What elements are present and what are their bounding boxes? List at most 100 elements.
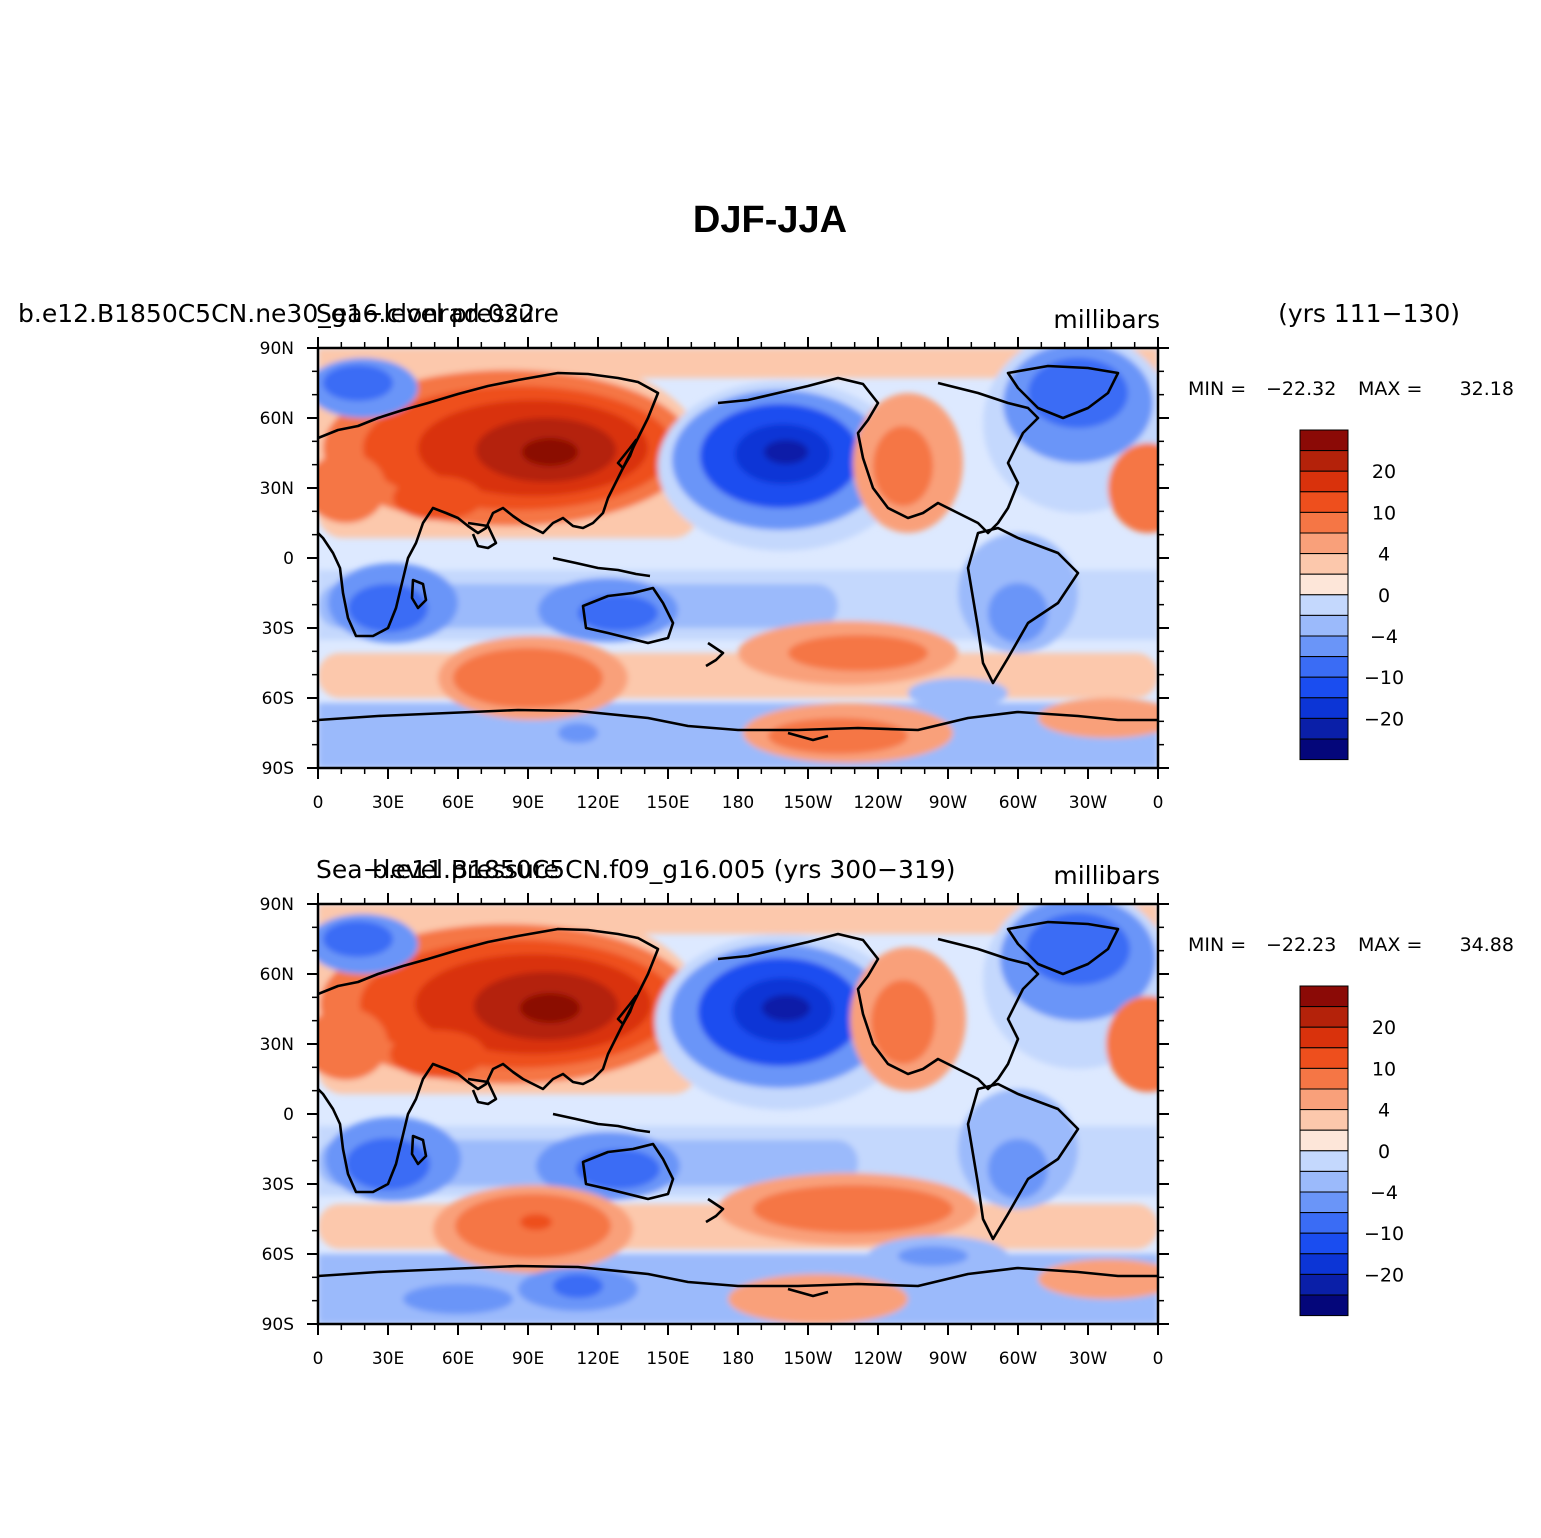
min-value: −22.32 (1266, 378, 1336, 400)
x-tick-label: 120E (576, 793, 619, 813)
colorbar-box (1299, 1006, 1349, 1028)
colorbar-box (1299, 1232, 1349, 1255)
colorbar-label: −20 (1364, 1264, 1404, 1286)
x-tick-label: 120E (576, 1349, 619, 1369)
x-tick-label: 0 (1153, 1349, 1164, 1369)
panel-bottom: Sea−level pressure b.e11.B1850C5CN.f09_g… (260, 855, 1514, 1369)
colorbar-box (1299, 1047, 1349, 1069)
colorbar: 20 10 4 0 −4 −10 −20 (1299, 985, 1404, 1317)
x-tick-label: 30W (1069, 1349, 1108, 1369)
colorbar-box (1299, 614, 1349, 637)
x-tick-label: 180 (722, 793, 754, 813)
colorbar-box (1299, 1129, 1349, 1152)
x-tick-label: 120W (853, 1349, 902, 1369)
units-label: millibars (1053, 861, 1160, 890)
colorbar-label: −4 (1370, 1182, 1398, 1204)
x-tick-label: 0 (313, 793, 324, 813)
x-tick-label: 60W (999, 1349, 1038, 1369)
colorbar-label: 0 (1378, 1141, 1390, 1163)
x-tick-label: 120W (853, 793, 902, 813)
x-tick-label: 0 (313, 1349, 324, 1369)
max-value: 34.88 (1460, 934, 1514, 956)
colorbar-box (1299, 1273, 1349, 1296)
x-tick-label: 60E (442, 1349, 474, 1369)
x-tick-label: 90W (929, 793, 968, 813)
colorbar-label: 20 (1372, 461, 1396, 483)
units-label: millibars (1053, 305, 1160, 334)
colorbar-box (1299, 1067, 1349, 1090)
y-tick-label: 60S (262, 1245, 294, 1265)
colorbar-box (1299, 738, 1349, 761)
colorbar-label: −4 (1370, 626, 1398, 648)
max-label: MAX = (1358, 378, 1422, 400)
x-tick-label: 150E (646, 1349, 689, 1369)
y-tick-label: 60N (260, 965, 294, 985)
y-tick-label: 90N (260, 895, 294, 915)
colorbar-box (1299, 656, 1349, 678)
map-plot: 0 30E 60E 90E 120E 150E 180 150W 120W 90W 60W 30W 09… (260, 893, 1169, 1369)
colorbar-box (1299, 1294, 1349, 1317)
colorbar-box (1299, 511, 1349, 534)
colorbar-label: −10 (1364, 667, 1404, 689)
colorbar-box (1299, 676, 1349, 699)
contour-field (318, 348, 1158, 768)
x-tick-label: 60E (442, 793, 474, 813)
y-tick-label: 60S (262, 689, 294, 709)
x-tick-label: 90E (512, 1349, 544, 1369)
y-tick-label: 60N (260, 409, 294, 429)
max-value: 32.18 (1460, 378, 1514, 400)
y-tick-label: 90N (260, 339, 294, 359)
colorbar-box (1299, 532, 1349, 555)
x-tick-label: 180 (722, 1349, 754, 1369)
min-value: −22.23 (1266, 934, 1336, 956)
min-max-stats: MIN = −22.32 MAX = 32.18 (1188, 378, 1514, 400)
colorbar-box (1299, 985, 1349, 1008)
x-tick-label: 30E (372, 1349, 404, 1369)
x-tick-label: 30W (1069, 793, 1108, 813)
colorbar-box (1299, 1150, 1349, 1172)
colorbar-box (1299, 594, 1349, 616)
panel-left-title: b.e11.B1850C5CN.f09_g16.005 (yrs 300−319… (372, 855, 956, 884)
min-label: MIN = (1188, 378, 1246, 400)
colorbar-box (1299, 1253, 1349, 1275)
x-tick-label: 60W (999, 793, 1038, 813)
panel-center-title: Sea−level pressure (316, 855, 559, 884)
axis-ticks: 0 30E 60E 90E 120E 150E 180 150W 120W 90W 60W 30W 09… (260, 337, 1169, 813)
colorbar-box (1299, 1170, 1349, 1193)
colorbar-label: 0 (1378, 585, 1390, 607)
colorbar-label: −20 (1364, 708, 1404, 730)
colorbar-box (1299, 1212, 1349, 1234)
figure-title: DJF-JJA (693, 199, 847, 241)
colorbar-label: −10 (1364, 1223, 1404, 1245)
colorbar-box (1299, 1109, 1349, 1131)
y-tick-label: 90S (262, 1315, 294, 1335)
colorbar-box (1299, 635, 1349, 658)
min-label: MIN = (1188, 934, 1246, 956)
colorbar: 20 10 4 0 −4 −10 −20 (1299, 429, 1404, 761)
y-tick-label: 30N (260, 1035, 294, 1055)
x-tick-label: 150W (783, 793, 832, 813)
colorbar-label: 20 (1372, 1017, 1396, 1039)
years-label: (yrs 111−130) (1278, 299, 1460, 328)
colorbar-box (1299, 717, 1349, 740)
contour-field (318, 904, 1158, 1324)
colorbar-label: 10 (1372, 1058, 1396, 1080)
axis-ticks: 0 30E 60E 90E 120E 150E 180 150W 120W 90W 60W 30W 09… (260, 893, 1169, 1369)
y-tick-label: 30S (262, 1175, 294, 1195)
colorbar-box (1299, 429, 1349, 452)
x-tick-label: 0 (1153, 793, 1164, 813)
colorbar-box (1299, 553, 1349, 575)
y-tick-label: 30N (260, 479, 294, 499)
min-max-stats: MIN = −22.23 MAX = 34.88 (1188, 934, 1514, 956)
panel-top: b.e12.B1850C5CN.ne30_g16.clonrad.022 Sea… (18, 299, 1514, 813)
x-tick-label: 90W (929, 1349, 968, 1369)
colorbar-box (1299, 450, 1349, 472)
map-plot: 0 30E 60E 90E 120E 150E 180 150W 120W 90W 60W 30W 09… (260, 337, 1169, 813)
x-tick-label: 30E (372, 793, 404, 813)
colorbar-box (1299, 1191, 1349, 1214)
x-tick-label: 90E (512, 793, 544, 813)
x-tick-label: 150W (783, 1349, 832, 1369)
colorbar-box (1299, 491, 1349, 513)
colorbar-box (1299, 697, 1349, 719)
